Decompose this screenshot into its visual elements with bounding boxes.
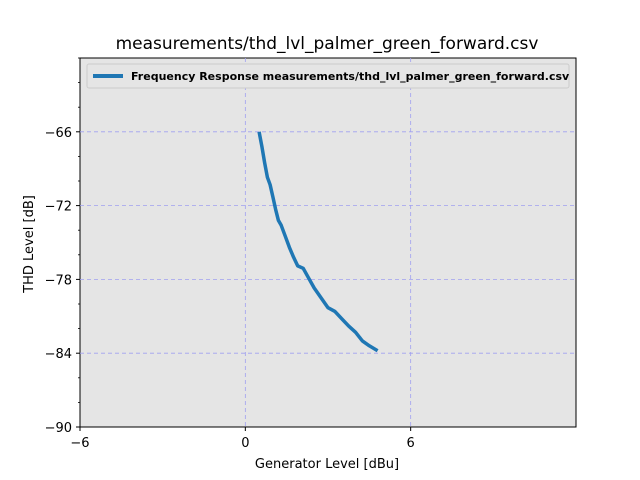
legend-box [86, 63, 570, 89]
axis-ticks: −6 0 6 −90 −84 −78 −72 −66 [45, 57, 415, 451]
legend-label: Frequency Response measurements/thd_lvl_… [131, 70, 570, 83]
y-tick-label: −66 [45, 126, 72, 141]
x-tick-label: 0 [241, 436, 249, 451]
y-tick-label: −84 [45, 347, 72, 362]
y-tick-label: −72 [45, 200, 72, 215]
chart-title: measurements/thd_lvl_palmer_green_forwar… [116, 34, 539, 54]
x-axis-label: Generator Level [dBu] [255, 457, 399, 472]
grid [80, 58, 576, 427]
y-axis-label: THD Level [dB] [22, 195, 37, 294]
plot-area [79, 57, 577, 428]
y-tick-label: −78 [45, 273, 72, 288]
series-layer [257, 131, 379, 353]
series-line [257, 131, 379, 353]
x-tick-label: −6 [70, 436, 89, 451]
x-tick-label: 6 [407, 436, 415, 451]
y-tick-label: −90 [45, 421, 72, 436]
legend: Frequency Response measurements/thd_lvl_… [86, 63, 570, 89]
